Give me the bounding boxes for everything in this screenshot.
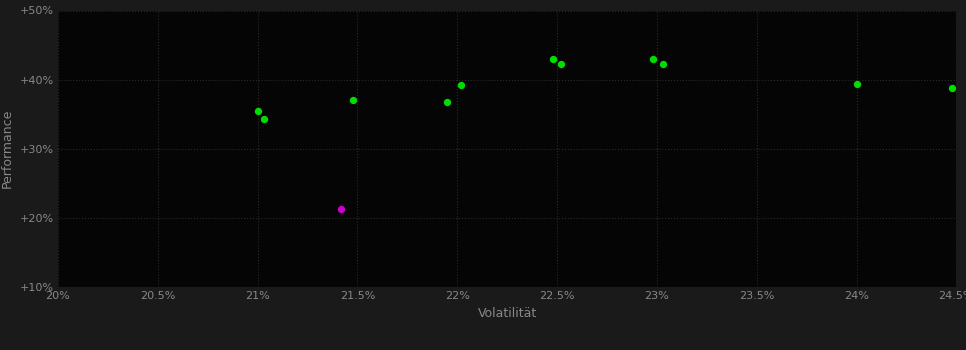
- Y-axis label: Performance: Performance: [1, 109, 14, 188]
- Point: [440, 100, 455, 105]
- Point: [554, 62, 569, 67]
- Point: [655, 62, 670, 67]
- Point: [333, 206, 349, 212]
- Point: [346, 98, 361, 103]
- Point: [453, 82, 469, 88]
- Point: [645, 56, 661, 62]
- X-axis label: Volatilität: Volatilität: [477, 307, 537, 320]
- Point: [256, 116, 271, 122]
- Point: [945, 85, 960, 91]
- Point: [849, 82, 865, 87]
- Point: [250, 108, 266, 113]
- Point: [546, 56, 561, 62]
